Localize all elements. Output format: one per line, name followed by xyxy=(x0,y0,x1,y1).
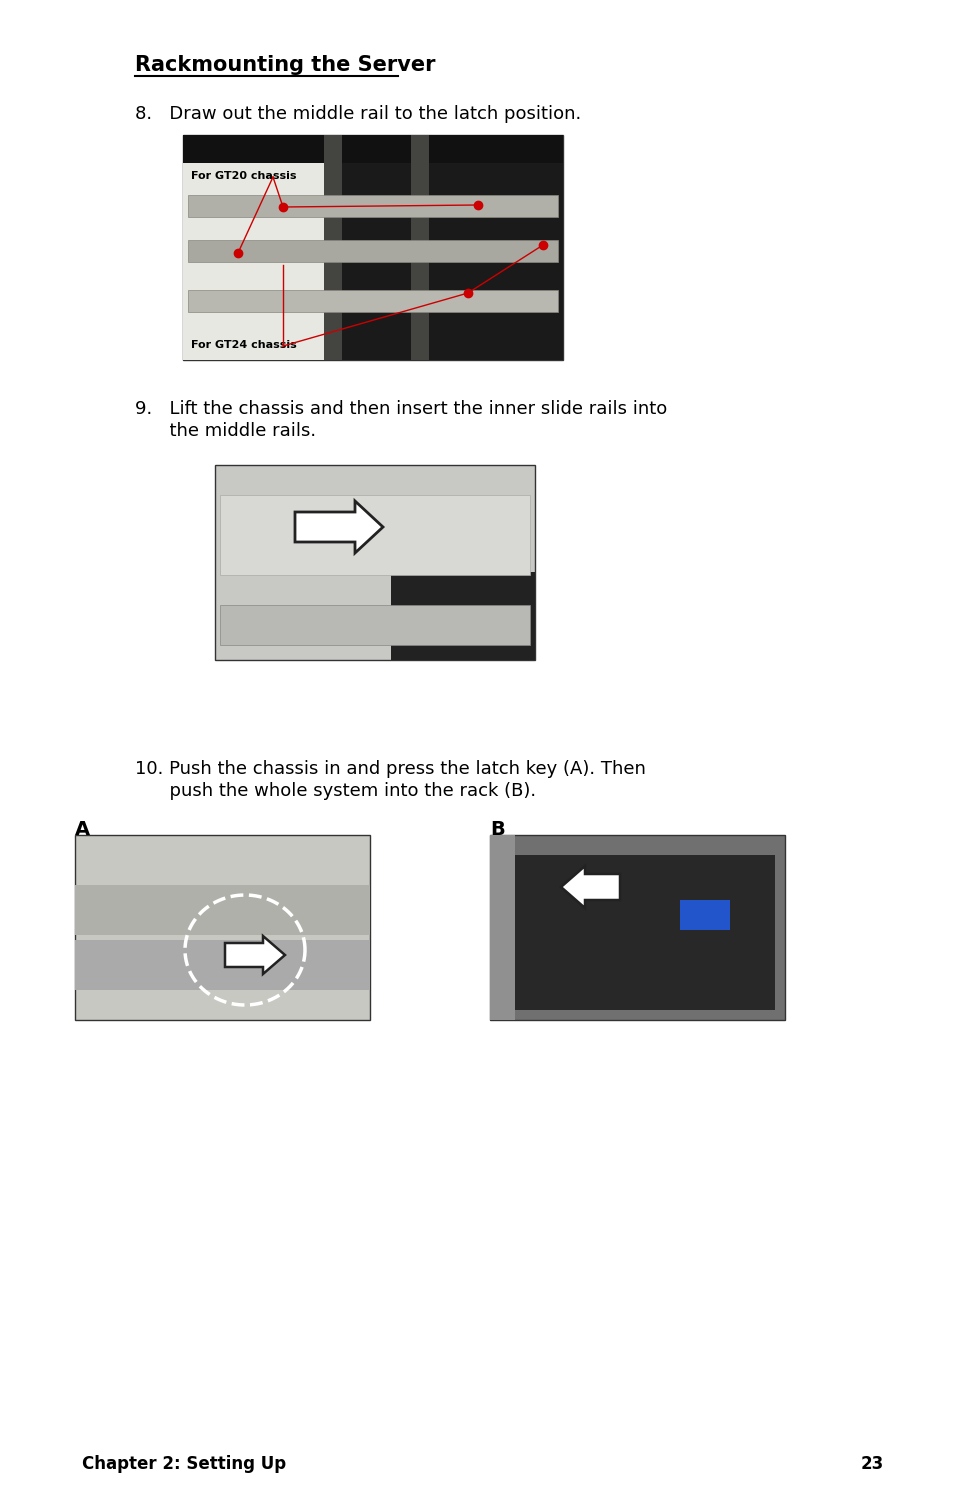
Bar xyxy=(510,855,774,1010)
Bar xyxy=(188,196,558,217)
Text: push the whole system into the rack (B).: push the whole system into the rack (B). xyxy=(135,781,536,799)
Text: B: B xyxy=(490,820,504,840)
Text: A: A xyxy=(75,820,90,840)
Bar xyxy=(183,134,323,360)
Bar xyxy=(214,465,535,660)
Text: For GT20 chassis: For GT20 chassis xyxy=(191,170,296,181)
Bar xyxy=(183,134,562,163)
FancyArrow shape xyxy=(560,867,619,908)
Bar xyxy=(679,899,729,929)
Bar xyxy=(490,835,515,1020)
Text: Rackmounting the Server: Rackmounting the Server xyxy=(135,55,435,75)
Bar xyxy=(183,134,562,360)
Bar xyxy=(323,134,341,360)
Text: 9.   Lift the chassis and then insert the inner slide rails into: 9. Lift the chassis and then insert the … xyxy=(135,400,666,418)
Text: For GT24 chassis: For GT24 chassis xyxy=(191,341,296,350)
Bar xyxy=(75,835,370,1020)
Text: 8.   Draw out the middle rail to the latch position.: 8. Draw out the middle rail to the latch… xyxy=(135,105,580,123)
Text: the middle rails.: the middle rails. xyxy=(135,421,315,441)
Bar xyxy=(490,835,784,1020)
Bar xyxy=(75,940,370,991)
Text: 10. Push the chassis in and press the latch key (A). Then: 10. Push the chassis in and press the la… xyxy=(135,760,645,778)
Bar xyxy=(188,290,558,312)
Text: 23: 23 xyxy=(860,1455,882,1473)
Bar xyxy=(220,605,530,645)
Text: Chapter 2: Setting Up: Chapter 2: Setting Up xyxy=(82,1455,286,1473)
Bar xyxy=(391,572,535,660)
FancyArrow shape xyxy=(225,937,285,974)
Bar xyxy=(323,134,562,360)
Bar xyxy=(411,134,429,360)
Bar xyxy=(75,884,370,935)
FancyArrow shape xyxy=(294,500,382,553)
Bar xyxy=(188,241,558,261)
Bar xyxy=(220,495,530,575)
